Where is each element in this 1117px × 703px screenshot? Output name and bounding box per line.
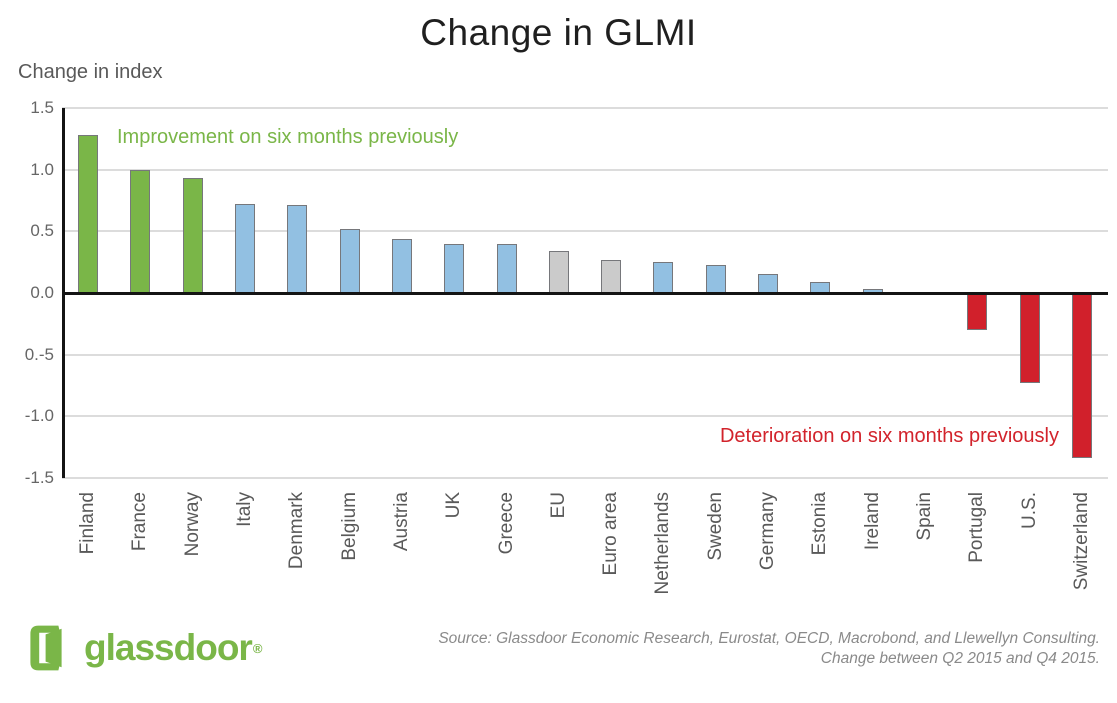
gridline: [62, 415, 1108, 418]
x-axis-label: Belgium: [338, 492, 360, 561]
registered-trademark-symbol: ®: [252, 640, 263, 656]
x-axis-label: Greece: [495, 492, 517, 555]
x-axis-label: Austria: [390, 492, 412, 552]
y-tick-label: 0.5: [30, 221, 54, 241]
x-axis-label: UK: [443, 492, 465, 519]
x-axis-label: Sweden: [704, 492, 726, 561]
x-axis-label-wrap: Euro area: [598, 492, 624, 637]
x-axis-label: Norway: [181, 492, 203, 557]
x-axis-label-wrap: Estonia: [807, 492, 833, 637]
x-axis-label-wrap: Spain: [912, 492, 938, 637]
x-axis-label: Spain: [913, 492, 935, 541]
x-axis-label: Germany: [757, 492, 779, 571]
bar-italy: [235, 204, 256, 293]
gridline: [62, 106, 1108, 109]
bar-germany: [758, 274, 779, 293]
x-axis-label: Ireland: [861, 492, 883, 551]
x-axis-label: U.S.: [1018, 492, 1040, 529]
y-tick-label: 0.-5: [24, 344, 54, 364]
improvement-annotation: Improvement on six months previously: [117, 126, 459, 148]
y-tick-label: 0.0: [30, 283, 54, 302]
bar-greece: [496, 243, 517, 293]
x-axis-label-wrap: Germany: [755, 492, 781, 637]
glassdoor-wordmark: glassdoor: [84, 627, 253, 668]
bar-norway: [182, 178, 203, 293]
bar-euro-area: [601, 259, 622, 293]
bar-finland: [78, 135, 99, 293]
gridline: [62, 230, 1108, 233]
x-axis-label-wrap: EU: [546, 492, 572, 637]
x-axis-label-wrap: Portugal: [964, 492, 990, 637]
x-axis-label: France: [129, 492, 151, 552]
x-axis-label-wrap: Netherlands: [650, 492, 676, 637]
bar-u-s-: [1019, 293, 1040, 384]
x-axis-zero-line: [62, 291, 1108, 295]
bar-eu: [548, 251, 569, 293]
x-axis-label: EU: [547, 492, 569, 519]
x-axis-label: Estonia: [809, 492, 831, 556]
x-axis-label: Portugal: [966, 492, 988, 563]
chart-title: Change in GLMI: [420, 12, 697, 53]
source-line-1: Source: Glassdoor Economic Research, Eur…: [438, 630, 1100, 647]
x-axis-label-wrap: Norway: [180, 492, 206, 637]
bar-netherlands: [653, 262, 674, 293]
x-axis-label-wrap: Finland: [75, 492, 101, 637]
x-axis-label-wrap: Switzerland: [1069, 492, 1095, 637]
x-axis-label-wrap: Denmark: [284, 492, 310, 637]
bar-switzerland: [1071, 293, 1092, 459]
gridline: [62, 353, 1108, 356]
x-axis-label-wrap: Greece: [494, 492, 520, 637]
bar-portugal: [967, 293, 988, 331]
x-axis-label-wrap: Austria: [389, 492, 415, 637]
x-axis-label: Denmark: [286, 492, 308, 570]
x-axis-label-wrap: U.S.: [1017, 492, 1043, 637]
x-axis-label: Euro area: [600, 492, 622, 576]
glassdoor-door-icon: [28, 624, 76, 672]
glassdoor-logo: glassdoor ®: [28, 624, 262, 672]
y-axis-title: Change in index: [18, 61, 163, 83]
bar-sweden: [705, 264, 726, 293]
gridline: [62, 168, 1108, 171]
x-axis-label-wrap: UK: [441, 492, 467, 637]
y-tick-label: -1.5: [24, 468, 54, 488]
x-axis-label-wrap: Ireland: [860, 492, 886, 637]
x-axis-label: Finland: [77, 492, 99, 555]
x-axis-label-wrap: Sweden: [703, 492, 729, 637]
bar-uk: [444, 243, 465, 293]
bar-france: [130, 169, 151, 293]
source-note: Source: Glassdoor Economic Research, Eur…: [380, 629, 1100, 669]
x-axis-label: Italy: [234, 492, 256, 527]
y-tick-label: 1.0: [30, 159, 54, 179]
source-line-2: Change between Q2 2015 and Q4 2015.: [820, 650, 1100, 667]
x-axis-label-wrap: Italy: [232, 492, 258, 637]
x-axis-label-wrap: France: [127, 492, 153, 637]
bar-denmark: [287, 205, 308, 293]
x-axis-label: Netherlands: [652, 492, 674, 595]
deterioration-annotation: Deterioration on six months previously: [719, 425, 1059, 447]
y-tick-label: -1.0: [24, 406, 54, 426]
bar-austria: [391, 238, 412, 293]
gridline: [62, 477, 1108, 480]
x-axis-label: Switzerland: [1070, 492, 1092, 591]
y-tick-label: 1.5: [30, 97, 54, 117]
bar-belgium: [339, 228, 360, 293]
x-axis-label-wrap: Belgium: [337, 492, 363, 637]
